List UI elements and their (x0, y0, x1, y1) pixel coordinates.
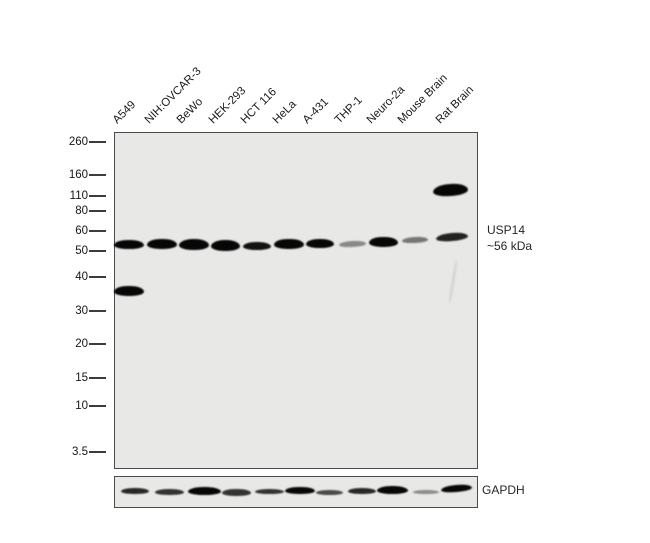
extra-band (114, 286, 144, 296)
gapdh-band (222, 489, 251, 496)
gapdh-band (316, 490, 343, 495)
loading-control-label: GAPDH (482, 483, 525, 497)
usp14-band (306, 239, 334, 248)
target-protein-name: USP14 (487, 223, 526, 237)
marker-tick (89, 230, 106, 232)
marker-tick (89, 343, 106, 345)
lane-label: HeLa (270, 98, 299, 127)
marker-row: 30 (58, 304, 106, 318)
marker-value: 30 (75, 305, 88, 317)
gapdh-band (188, 487, 221, 495)
marker-tick (89, 276, 106, 278)
marker-value: 80 (75, 205, 88, 217)
marker-tick (89, 310, 106, 312)
marker-value: 60 (75, 225, 88, 237)
marker-tick (89, 174, 106, 176)
marker-row: 50 (58, 244, 106, 258)
marker-value: 50 (75, 245, 88, 257)
usp14-band (211, 240, 240, 251)
marker-value: 40 (75, 271, 88, 283)
marker-value: 260 (68, 136, 88, 148)
usp14-band (369, 237, 398, 247)
lane-label: THP-1 (332, 94, 365, 127)
gapdh-band (348, 488, 376, 494)
marker-value: 160 (68, 169, 88, 181)
marker-row: 40 (58, 270, 106, 284)
marker-tick (89, 195, 106, 197)
gapdh-band (285, 487, 315, 494)
usp14-band (147, 239, 177, 249)
gapdh-band (155, 489, 184, 495)
marker-row: 260 (58, 135, 106, 149)
usp14-band (114, 240, 144, 249)
marker-tick (89, 250, 106, 252)
marker-value: 20 (75, 338, 88, 350)
marker-value: 15 (75, 372, 88, 384)
usp14-band (179, 239, 209, 250)
marker-value: 10 (75, 400, 88, 412)
target-molecular-weight: ~56 kDa (487, 239, 533, 253)
marker-tick (89, 451, 106, 453)
lane-label: A-431 (300, 96, 331, 127)
marker-value: 3.5 (72, 446, 88, 458)
gapdh-band (255, 489, 284, 494)
marker-row: 10 (58, 399, 106, 413)
target-annotation: USP14 ~56 kDa (487, 222, 532, 254)
marker-row: 110 (58, 189, 106, 203)
usp14-band (274, 239, 304, 249)
marker-row: 160 (58, 168, 106, 182)
gapdh-band (377, 486, 408, 494)
usp14-blot-panel (114, 132, 478, 469)
marker-tick (89, 141, 106, 143)
marker-row: 3.5 (58, 445, 106, 459)
lane-label: BeWo (174, 95, 206, 127)
marker-tick (89, 377, 106, 379)
marker-row: 60 (58, 224, 106, 238)
usp14-band (243, 242, 271, 250)
marker-tick (89, 210, 106, 212)
marker-row: 15 (58, 371, 106, 385)
marker-row: 20 (58, 337, 106, 351)
lane-label: A549 (110, 98, 139, 127)
gapdh-band (121, 488, 149, 494)
marker-tick (89, 405, 106, 407)
gapdh-band (413, 490, 439, 494)
marker-value: 110 (69, 190, 88, 202)
marker-row: 80 (58, 204, 106, 218)
